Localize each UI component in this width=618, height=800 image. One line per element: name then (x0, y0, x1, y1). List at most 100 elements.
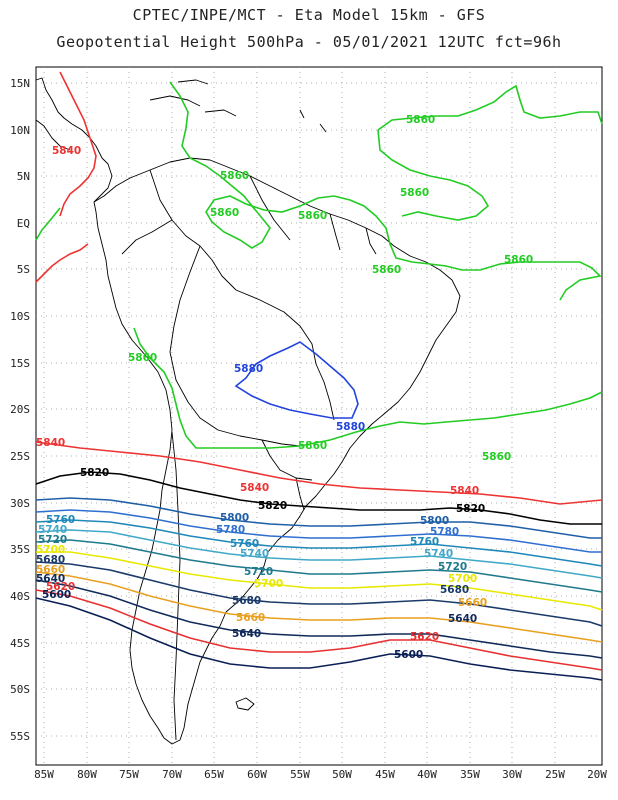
contour-5860 (377, 129, 490, 221)
contour-5760 (35, 519, 603, 567)
contour-5720 (35, 539, 603, 593)
contour-label-5820: 5820 (258, 500, 287, 512)
contour-5780 (35, 509, 602, 553)
y-tick-label: 25S (10, 450, 30, 463)
contour-label-5860: 5860 (504, 254, 533, 266)
contour-label-5660: 5660 (236, 612, 265, 624)
contour-label-5880: 5880 (234, 363, 263, 375)
contour-5620 (35, 589, 603, 671)
contour-label-5840: 5840 (240, 482, 269, 494)
contour-label-5820: 5820 (80, 467, 109, 479)
contour-label-5860: 5860 (298, 210, 327, 222)
contour-label-5840: 5840 (36, 437, 65, 449)
contour-label-5860: 5860 (298, 440, 327, 452)
y-tick-label: 55S (10, 730, 30, 743)
x-axis-ticks: 85W 80W 75W 70W 65W 60W 55W 50W 45W 40W … (34, 768, 607, 781)
contour-label-5740: 5740 (240, 548, 269, 560)
contour-label-5860: 5860 (482, 451, 511, 463)
x-tick-label: 35W (460, 768, 480, 781)
contour-label-5760: 5760 (410, 536, 439, 548)
contour-labels: 5880 5880 5860 5860 5860 5860 5860 5860 … (36, 114, 533, 661)
contour-label-5800: 5800 (220, 512, 249, 524)
x-tick-label: 20W (587, 768, 607, 781)
contour-label-5720: 5720 (244, 566, 273, 578)
y-tick-label: 5N (17, 170, 30, 183)
contour-label-5600: 5600 (42, 589, 71, 601)
contour-label-5720: 5720 (438, 561, 467, 573)
contour-label-5660: 5660 (36, 564, 65, 576)
contour-label-5640: 5640 (36, 573, 65, 585)
contour-5840 (35, 243, 89, 283)
y-tick-label: 30S (10, 497, 30, 510)
x-tick-label: 75W (119, 768, 139, 781)
contour-label-5720: 5720 (38, 534, 67, 546)
x-tick-label: 85W (34, 768, 54, 781)
x-tick-label: 30W (502, 768, 522, 781)
contour-label-5600: 5600 (394, 649, 423, 661)
y-tick-label: 10N (10, 124, 30, 137)
y-tick-label: 35S (10, 543, 30, 556)
y-tick-label: 45S (10, 637, 30, 650)
x-tick-label: 40W (417, 768, 437, 781)
contour-label-5620: 5620 (46, 581, 75, 593)
contour-label-5860: 5860 (372, 264, 401, 276)
y-tick-label: 5S (17, 263, 30, 276)
contour-label-5640: 5640 (448, 613, 477, 625)
contour-label-5860: 5860 (128, 352, 157, 364)
coastlines (35, 77, 461, 745)
contour-label-5700: 5700 (254, 578, 283, 590)
contour-label-5780: 5780 (430, 526, 459, 538)
contour-label-5700: 5700 (36, 544, 65, 556)
map-subtitle: Geopotential Height 500hPa - 05/01/2021 … (56, 33, 562, 51)
contour-label-5760: 5760 (46, 514, 75, 526)
contour-5860 (377, 84, 603, 131)
contour-5860 (169, 81, 602, 301)
contour-5860 (133, 327, 603, 449)
contour-label-5840: 5840 (450, 485, 479, 497)
contour-5640 (35, 579, 603, 659)
contour-label-5860: 5860 (220, 170, 249, 182)
y-tick-label: EQ (17, 217, 30, 230)
contour-5740 (35, 529, 603, 579)
contour-label-5780: 5780 (216, 524, 245, 536)
contour-label-5840: 5840 (52, 145, 81, 157)
contour-label-5680: 5680 (36, 554, 65, 566)
contour-lines (35, 71, 603, 681)
contour-label-5760: 5760 (230, 538, 259, 550)
y-axis-ticks: 15N 10N 5N EQ 5S 10S 15S 20S 25S 30S 35S… (10, 77, 30, 743)
contour-5840 (59, 71, 97, 217)
x-tick-label: 45W (375, 768, 395, 781)
y-tick-label: 50S (10, 683, 30, 696)
contour-label-5640: 5640 (232, 628, 261, 640)
map-title: CPTEC/INPE/MCT - Eta Model 15km - GFS (132, 6, 486, 24)
contour-label-5740: 5740 (38, 524, 67, 536)
contour-5700 (36, 551, 603, 611)
contour-label-5860: 5860 (400, 187, 429, 199)
contour-label-5880: 5880 (336, 421, 365, 433)
contour-label-5820: 5820 (456, 503, 485, 515)
contour-label-5800: 5800 (420, 515, 449, 527)
x-tick-label: 80W (77, 768, 97, 781)
y-tick-label: 20S (10, 403, 30, 416)
y-tick-label: 15S (10, 357, 30, 370)
contour-label-5620: 5620 (410, 631, 439, 643)
contour-label-5860: 5860 (406, 114, 435, 126)
x-tick-label: 55W (290, 768, 310, 781)
x-tick-label: 65W (204, 768, 224, 781)
x-tick-label: 60W (247, 768, 267, 781)
x-tick-label: 70W (162, 768, 182, 781)
contour-5600 (35, 597, 603, 681)
y-tick-label: 15N (10, 77, 30, 90)
contour-5800 (35, 497, 602, 539)
contour-label-5680: 5680 (232, 595, 261, 607)
contour-5860 (35, 207, 61, 241)
contour-5680 (35, 561, 603, 627)
contour-label-5700: 5700 (448, 573, 477, 585)
y-tick-label: 40S (10, 590, 30, 603)
y-tick-label: 10S (10, 310, 30, 323)
x-tick-label: 25W (545, 768, 565, 781)
contour-label-5680: 5680 (440, 584, 469, 596)
contour-label-5740: 5740 (424, 548, 453, 560)
contour-label-5660: 5660 (458, 597, 487, 609)
